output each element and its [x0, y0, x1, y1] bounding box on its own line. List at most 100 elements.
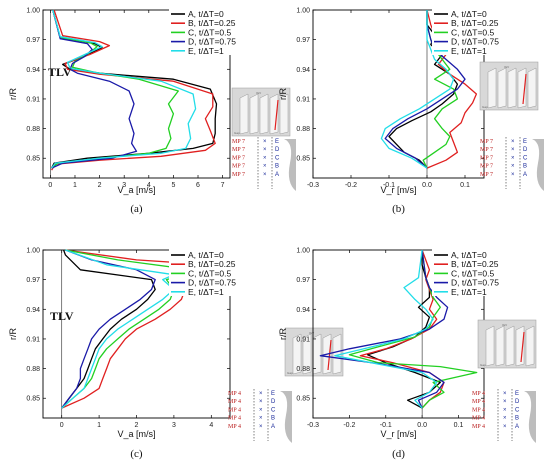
x-tick-label: 0 [48, 182, 52, 189]
mp-hub-shape [284, 139, 296, 191]
tlv-annotation: TLV [48, 65, 72, 79]
tlv-annotation: TLV [50, 309, 74, 323]
series-line-d [51, 9, 138, 169]
y-tick-label: 0.97 [26, 277, 40, 284]
x-tick-label: -0.1 [380, 422, 392, 429]
mp-position-letter: C [275, 155, 280, 161]
mp-marker: × [503, 399, 507, 405]
mp-label: MP 4 [472, 399, 485, 405]
mp-position-letter: C [523, 155, 528, 161]
mp-position-letter: B [523, 164, 527, 170]
inset-gap-label: Gap [480, 363, 486, 367]
legend-box [169, 248, 247, 296]
legend-entry: C, t/ΔT=0.5 [188, 27, 232, 37]
mp-marker: × [503, 407, 507, 413]
x-tick-label: -0.2 [343, 422, 355, 429]
mp-position-letter: D [271, 399, 276, 405]
mp-label: MP 7 [480, 172, 493, 178]
inset-gap-label: Gap [287, 371, 293, 375]
mp-label: MP 4 [228, 391, 241, 397]
x-tick-label: -0.3 [307, 182, 319, 189]
inset-blade [332, 333, 342, 375]
mp-position-letter: E [271, 391, 275, 397]
mp-marker: × [259, 407, 263, 413]
mp-marker: × [263, 139, 267, 145]
y-tick-label: 0.91 [296, 336, 310, 343]
mp-marker: × [263, 164, 267, 170]
series-line-e [334, 249, 438, 409]
y-tick-label: 1.00 [26, 248, 40, 255]
mp-marker: × [263, 155, 267, 161]
x-axis-label: V_r [m/s] [380, 185, 416, 195]
mp-position-letter: B [515, 416, 519, 422]
y-tick-label: 0.94 [296, 67, 310, 74]
mp-position-letter: C [271, 407, 276, 413]
inset-blade [302, 333, 312, 375]
series-line-d [61, 249, 156, 409]
mp-position-letter: D [515, 399, 520, 405]
series-line-e [51, 9, 197, 169]
legend-entry: A, t/ΔT=0 [451, 9, 487, 19]
mp-label: MP 7 [480, 164, 493, 170]
x-tick-label: 6 [196, 182, 200, 189]
y-tick-label: 0.97 [26, 37, 40, 44]
mp-marker: × [511, 147, 515, 153]
mp-hub-shape [280, 391, 292, 443]
series-line-c [51, 9, 179, 169]
mp-label: MP 7 [480, 139, 493, 145]
legend-box [432, 7, 510, 55]
y-tick-label: 0.91 [26, 96, 40, 103]
x-tick-label: 2 [98, 182, 102, 189]
y-tick-label: 0.85 [296, 396, 310, 403]
mp-position-labels: MP 7 × E MP 7 × D MP 7 × C MP 7 × B MP 7 × A [232, 137, 296, 191]
legend-entry: D, t/ΔT=0.75 [451, 37, 499, 47]
mp-position-letter: E [523, 139, 527, 145]
mp-marker: × [511, 139, 515, 145]
mp-position-letter: B [275, 164, 279, 170]
inset-blade [259, 93, 269, 135]
mp-label: MP 7 [480, 147, 493, 153]
panel-caption: (a) [130, 203, 143, 215]
legend-entry: D, t/ΔT=0.75 [188, 37, 236, 47]
y-tick-label: 0.85 [26, 396, 40, 403]
inset-blade [312, 333, 322, 375]
inset-measurement-line [274, 99, 279, 131]
mp-label: MP 4 [228, 407, 241, 413]
mp-label: MP 7 [232, 172, 245, 178]
mp-marker: × [259, 391, 263, 397]
mp-position-letter: A [515, 424, 519, 430]
mp-label: MP 4 [472, 391, 485, 397]
inset-blade [239, 93, 249, 135]
legend: A, t/ΔT=0B, t/ΔT=0.25C, t/ΔT=0.5D, t/ΔT=… [169, 7, 247, 56]
y-tick-label: 1.00 [26, 8, 40, 15]
mp-label: MP 4 [472, 407, 485, 413]
legend-entry: B, t/ΔT=0.25 [188, 18, 236, 28]
y-tick-label: 0.88 [26, 126, 40, 133]
legend-entry: B, t/ΔT=0.25 [451, 259, 499, 269]
x-tick-label: 4 [209, 422, 213, 429]
inset-blade [249, 93, 259, 135]
mp-marker: × [503, 424, 507, 430]
panel-caption: (c) [130, 448, 143, 460]
inset-igv-label: IGV [502, 323, 507, 327]
mp-hub-shape [532, 139, 544, 191]
x-tick-label: 1 [97, 422, 101, 429]
legend-entry: C, t/ΔT=0.5 [451, 268, 495, 278]
series-line-e [380, 10, 455, 169]
inset-igv-label: IGV [256, 91, 261, 95]
series-line-c [348, 249, 478, 409]
y-axis-label: r/R [8, 328, 18, 340]
y-axis-label: r/R [278, 328, 288, 340]
x-axis-label: V_a [m/s] [117, 429, 155, 439]
chart-panel-c: 0 1 2 3 4 0.85 0.88 0.91 0.94 0.97 1.00 r/R V_a [m/s… [8, 248, 344, 460]
y-tick-label: 0.88 [296, 126, 310, 133]
mp-marker: × [511, 172, 515, 178]
series-line-b [51, 9, 216, 171]
x-tick-label: 0.1 [454, 422, 464, 429]
inset-igv-label: IGV [309, 331, 314, 335]
inset-igv-label: IGV [504, 65, 509, 69]
y-axis-label: r/R [278, 88, 288, 100]
inset-measurement-line [327, 339, 332, 371]
x-axis-label: V_r [m/s] [380, 429, 416, 439]
